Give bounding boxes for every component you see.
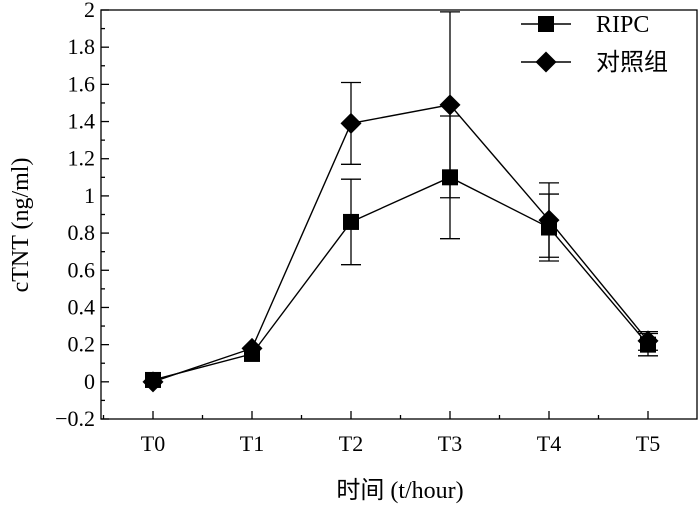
y-tick-label: 0.8: [68, 220, 96, 245]
series-line: [152, 176, 649, 381]
x-axis-label: 时间 (t/hour): [336, 477, 463, 504]
y-tick-label: 0: [84, 369, 95, 394]
data-point: [439, 94, 461, 116]
x-tick-label: T2: [339, 431, 363, 456]
axes: −0.2 0 0.2 0.4 0.6 0.8 1 1.2 1.4 1.6 1.8 2 T0 T1 T2 T3 T…: [55, 0, 698, 456]
y-tick-label: 1.4: [68, 109, 96, 134]
data-point: [142, 371, 164, 393]
legend: RIPC 对照组: [521, 12, 668, 76]
y-tick-label: 0.4: [68, 294, 96, 319]
data-point: [343, 213, 359, 230]
y-tick-label: 2: [84, 0, 95, 22]
x-tick-label: T0: [141, 431, 165, 456]
legend-label: RIPC: [596, 12, 649, 38]
y-tick-label: 0.2: [68, 332, 96, 357]
y-tick-label: 1: [84, 183, 95, 208]
y-tick-label: 1.2: [68, 146, 96, 171]
series-layer: [142, 11, 659, 393]
data-point: [637, 330, 659, 352]
x-tick-label: T5: [636, 431, 660, 456]
x-tick-label: T1: [240, 431, 264, 456]
series-1: [142, 11, 659, 393]
y-tick-label: −0.2: [55, 406, 95, 431]
data-point: [340, 112, 362, 134]
data-point: [538, 209, 560, 231]
x-tick-label: T4: [537, 431, 561, 456]
y-tick-label: 1.6: [68, 71, 96, 96]
legend-label: 对照组: [596, 49, 668, 76]
legend-marker: [538, 16, 554, 32]
legend-marker: [535, 51, 557, 73]
y-tick-label: 1.8: [68, 34, 96, 59]
series-line: [152, 104, 649, 383]
x-tick-label: T3: [438, 431, 462, 456]
y-axis-label: cTNT (ng/ml): [8, 158, 34, 293]
y-tick-label: 0.6: [68, 257, 96, 282]
data-point: [241, 337, 263, 359]
series-0: [145, 115, 658, 388]
